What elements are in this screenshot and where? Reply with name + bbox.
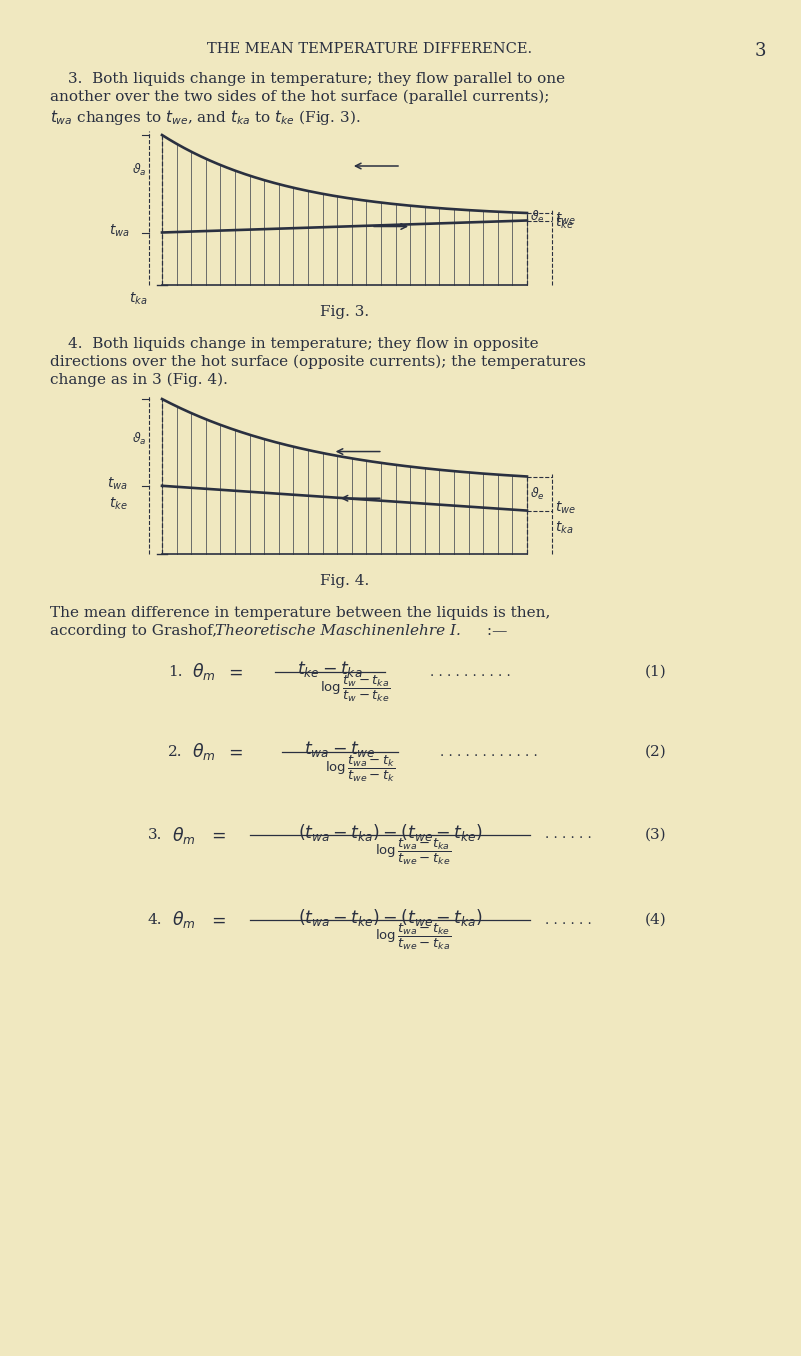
Text: Fig. 3.: Fig. 3. [320,305,369,319]
Text: $t_{wa}$: $t_{wa}$ [107,476,128,492]
Text: $\vartheta_a$: $\vartheta_a$ [132,431,147,447]
Text: $t_{ka}$: $t_{ka}$ [555,519,574,536]
Text: $=$: $=$ [208,911,226,929]
Text: $(t_{wa} - t_{ke}) - (t_{we} - t_{ka})$: $(t_{wa} - t_{ke}) - (t_{we} - t_{ka})$ [298,907,482,928]
Text: Theoretische Maschinenlehre I.: Theoretische Maschinenlehre I. [215,624,461,639]
Text: $t_{we}$: $t_{we}$ [555,210,576,226]
Text: $\mathrm{log}\,\dfrac{t_{wa} - t_{ke}}{t_{we} - t_{ka}}$: $\mathrm{log}\,\dfrac{t_{wa} - t_{ke}}{t… [375,922,451,952]
Text: (4): (4) [645,913,666,928]
Text: 2.: 2. [168,744,183,759]
Text: $\vartheta_e$: $\vartheta_e$ [530,485,545,502]
Text: $=$: $=$ [208,827,226,843]
Text: $t_{wa}$ changes to $t_{we}$, and $t_{ka}$ to $t_{ke}$ (Fig. 3).: $t_{wa}$ changes to $t_{we}$, and $t_{ka… [50,108,360,127]
Text: $\theta_m$: $\theta_m$ [172,824,195,846]
Text: (3): (3) [645,829,666,842]
Text: 3: 3 [755,42,767,60]
Text: $\vartheta_a$: $\vartheta_a$ [132,161,147,178]
Text: :—: :— [482,624,507,639]
Text: $t_{wa}$: $t_{wa}$ [109,222,130,239]
Text: $(t_{wa} - t_{ka}) - (t_{we} - t_{ke})$: $(t_{wa} - t_{ka}) - (t_{we} - t_{ke})$ [298,822,482,843]
Text: $\mathrm{log}\,\dfrac{t_{wa} - t_k}{t_{we} - t_k}$: $\mathrm{log}\,\dfrac{t_{wa} - t_k}{t_{w… [325,754,396,784]
Text: (2): (2) [645,744,666,759]
Text: $t_{ke} - t_{ka}$: $t_{ke} - t_{ka}$ [297,659,363,679]
Text: $\theta_m$: $\theta_m$ [192,662,215,682]
Text: $\theta_m$: $\theta_m$ [192,742,215,762]
Text: $t_{we}$: $t_{we}$ [555,499,576,515]
Text: 3.  Both liquids change in temperature; they flow parallel to one: 3. Both liquids change in temperature; t… [68,72,566,85]
Text: change as in 3 (Fig. 4).: change as in 3 (Fig. 4). [50,373,227,388]
Text: $t_{ke}$: $t_{ke}$ [555,216,574,232]
Text: $t_{ke}$: $t_{ke}$ [110,495,128,513]
Text: 1.: 1. [168,664,183,679]
Text: $\mathrm{log}\,\dfrac{t_{wa} - t_{ka}}{t_{we} - t_{ke}}$: $\mathrm{log}\,\dfrac{t_{wa} - t_{ka}}{t… [375,837,451,868]
Text: $t_{wa} - t_{we}$: $t_{wa} - t_{we}$ [304,739,376,759]
Text: $\theta_m$: $\theta_m$ [172,910,195,930]
Text: directions over the hot surface (opposite currents); the temperatures: directions over the hot surface (opposit… [50,355,586,369]
Text: $\mathrm{log}\,\dfrac{t_w - t_{ka}}{t_w - t_{ke}}$: $\mathrm{log}\,\dfrac{t_w - t_{ka}}{t_w … [320,674,390,704]
Text: (1): (1) [645,664,666,679]
Text: $t_{ka}$: $t_{ka}$ [129,292,147,308]
Text: 4.: 4. [148,913,163,928]
Text: . . . . . .: . . . . . . [545,829,592,842]
Text: The mean difference in temperature between the liquids is then,: The mean difference in temperature betwe… [50,606,550,620]
Text: THE MEAN TEMPERATURE DIFFERENCE.: THE MEAN TEMPERATURE DIFFERENCE. [207,42,533,56]
Text: . . . . . . . . . . . .: . . . . . . . . . . . . [440,746,537,758]
Text: according to Grashof,: according to Grashof, [50,624,222,639]
Text: $=$: $=$ [225,663,244,681]
Text: $=$: $=$ [225,743,244,761]
Text: . . . . . . . . . .: . . . . . . . . . . [430,666,511,678]
Text: another over the two sides of the hot surface (parallel currents);: another over the two sides of the hot su… [50,89,549,104]
Text: 3.: 3. [148,829,163,842]
Text: . . . . . .: . . . . . . [545,914,592,926]
Text: Fig. 4.: Fig. 4. [320,574,369,589]
Text: $\vartheta_e$: $\vartheta_e$ [530,209,545,225]
Text: 4.  Both liquids change in temperature; they flow in opposite: 4. Both liquids change in temperature; t… [68,338,538,351]
